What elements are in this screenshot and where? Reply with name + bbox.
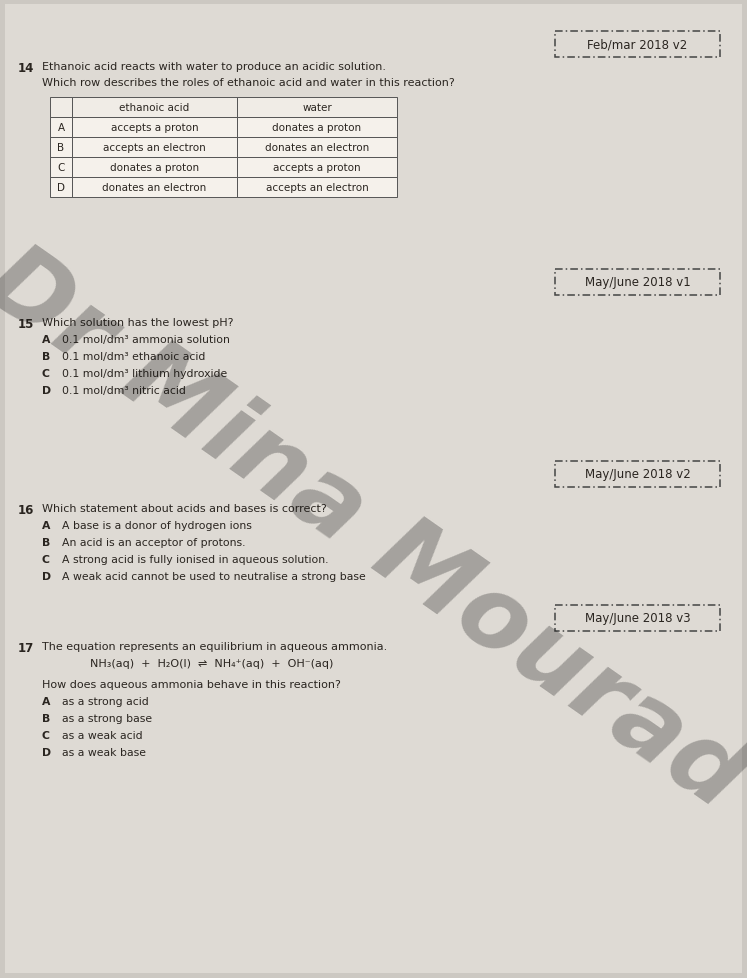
Text: as a strong acid: as a strong acid	[62, 696, 149, 706]
Text: A: A	[58, 123, 64, 133]
Text: A: A	[42, 696, 50, 706]
Bar	[50, 178, 72, 198]
Bar	[237, 178, 397, 198]
Text: as a strong base: as a strong base	[62, 713, 152, 724]
Text: How does aqueous ammonia behave in this reaction?: How does aqueous ammonia behave in this …	[42, 680, 341, 689]
Text: donates a proton: donates a proton	[110, 162, 199, 173]
Text: accepts a proton: accepts a proton	[111, 123, 198, 133]
Text: The equation represents an equilibrium in aqueous ammonia.: The equation represents an equilibrium i…	[42, 642, 387, 651]
Text: donates a proton: donates a proton	[273, 123, 362, 133]
Text: D: D	[42, 747, 51, 757]
Text: May/June 2018 v1: May/June 2018 v1	[585, 276, 690, 289]
Bar	[50, 98, 72, 118]
Bar	[50, 157, 72, 178]
Text: C: C	[42, 731, 50, 740]
Text: May/June 2018 v3: May/June 2018 v3	[585, 612, 690, 625]
Text: ethanoic acid: ethanoic acid	[120, 103, 190, 112]
Text: B: B	[42, 352, 50, 362]
Text: accepts an electron: accepts an electron	[103, 143, 206, 153]
Text: A: A	[42, 334, 50, 344]
Text: 0.1 mol/dm³ nitric acid: 0.1 mol/dm³ nitric acid	[62, 385, 186, 395]
Text: B: B	[58, 143, 64, 153]
Text: B: B	[42, 713, 50, 724]
Bar	[72, 118, 237, 138]
Bar	[237, 157, 397, 178]
Bar	[72, 157, 237, 178]
Text: water: water	[302, 103, 332, 112]
Text: 14: 14	[18, 62, 34, 75]
Bar	[237, 138, 397, 157]
Text: C: C	[58, 162, 65, 173]
Text: accepts an electron: accepts an electron	[266, 183, 368, 193]
Bar	[50, 138, 72, 157]
Text: Ethanoic acid reacts with water to produce an acidic solution.: Ethanoic acid reacts with water to produ…	[42, 62, 386, 72]
Text: D: D	[57, 183, 65, 193]
Bar	[555, 32, 720, 58]
Text: D: D	[42, 385, 51, 395]
Text: An acid is an acceptor of protons.: An acid is an acceptor of protons.	[62, 538, 246, 548]
Text: D: D	[42, 571, 51, 581]
Text: 16: 16	[18, 504, 34, 516]
Text: 0.1 mol/dm³ ammonia solution: 0.1 mol/dm³ ammonia solution	[62, 334, 230, 344]
Text: Dr Mina Mourad: Dr Mina Mourad	[0, 231, 747, 827]
Bar	[72, 138, 237, 157]
Text: Which solution has the lowest pH?: Which solution has the lowest pH?	[42, 318, 234, 328]
Bar	[555, 462, 720, 487]
Bar	[237, 118, 397, 138]
Text: NH₃(aq)  +  H₂O(l)  ⇌  NH₄⁺(aq)  +  OH⁻(aq): NH₃(aq) + H₂O(l) ⇌ NH₄⁺(aq) + OH⁻(aq)	[90, 658, 333, 668]
Text: as a weak base: as a weak base	[62, 747, 146, 757]
Bar	[50, 118, 72, 138]
Bar	[555, 270, 720, 295]
Text: Feb/mar 2018 v2: Feb/mar 2018 v2	[587, 38, 688, 52]
Text: 0.1 mol/dm³ lithium hydroxide: 0.1 mol/dm³ lithium hydroxide	[62, 369, 227, 378]
Text: 15: 15	[18, 318, 34, 331]
Text: May/June 2018 v2: May/June 2018 v2	[585, 468, 690, 481]
Bar	[237, 98, 397, 118]
Text: B: B	[42, 538, 50, 548]
Text: donates an electron: donates an electron	[102, 183, 207, 193]
Bar	[72, 178, 237, 198]
Bar	[72, 98, 237, 118]
Text: C: C	[42, 369, 50, 378]
Text: Which statement about acids and bases is correct?: Which statement about acids and bases is…	[42, 504, 326, 513]
Text: donates an electron: donates an electron	[265, 143, 369, 153]
Text: A: A	[42, 520, 50, 530]
Text: 0.1 mol/dm³ ethanoic acid: 0.1 mol/dm³ ethanoic acid	[62, 352, 205, 362]
Text: accepts a proton: accepts a proton	[273, 162, 361, 173]
Bar	[555, 605, 720, 632]
Text: A base is a donor of hydrogen ions: A base is a donor of hydrogen ions	[62, 520, 252, 530]
Text: Which row describes the roles of ethanoic acid and water in this reaction?: Which row describes the roles of ethanoi…	[42, 78, 455, 88]
Text: A weak acid cannot be used to neutralise a strong base: A weak acid cannot be used to neutralise…	[62, 571, 366, 581]
Text: C: C	[42, 555, 50, 564]
Text: A strong acid is fully ionised in aqueous solution.: A strong acid is fully ionised in aqueou…	[62, 555, 329, 564]
Text: as a weak acid: as a weak acid	[62, 731, 143, 740]
Text: 17: 17	[18, 642, 34, 654]
